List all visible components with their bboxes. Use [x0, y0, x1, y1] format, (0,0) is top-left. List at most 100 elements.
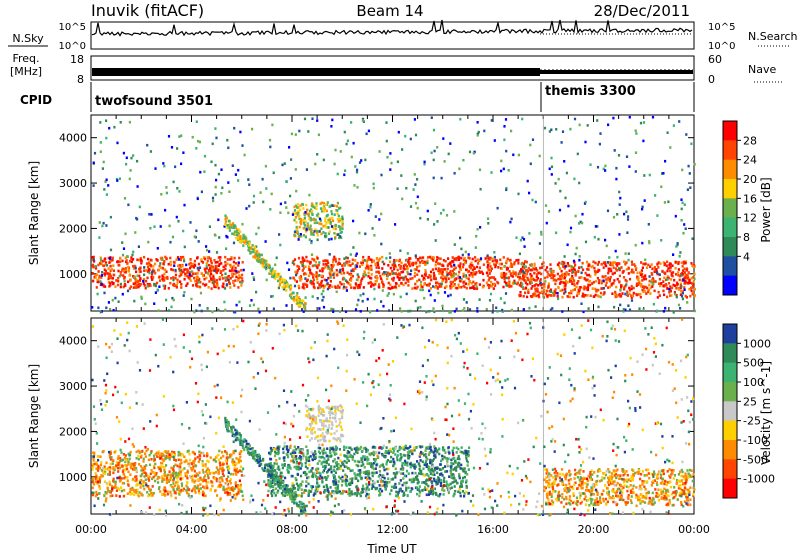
- range-gate-cell: [306, 278, 309, 282]
- range-gate-cell: [107, 275, 110, 278]
- range-gate-cell: [566, 295, 569, 298]
- range-gate-cell: [596, 165, 600, 169]
- range-gate-cell: [239, 486, 242, 489]
- range-gate-cell: [316, 281, 319, 284]
- range-gate-cell: [151, 494, 154, 497]
- range-gate-cell: [133, 468, 136, 471]
- range-gate-cell: [119, 285, 122, 289]
- range-gate-cell: [680, 274, 683, 277]
- range-gate-cell: [344, 310, 348, 313]
- range-gate-cell: [327, 455, 330, 458]
- range-gate-cell: [579, 286, 582, 289]
- range-gate-cell: [429, 468, 432, 472]
- range-gate-cell: [163, 466, 166, 469]
- range-gate-cell: [677, 268, 680, 271]
- range-gate-cell: [174, 463, 177, 467]
- range-gate-cell: [385, 451, 389, 455]
- range-gate-cell: [136, 493, 139, 496]
- range-gate-cell: [202, 256, 206, 259]
- range-gate-cell: [239, 451, 242, 455]
- range-gate-cell: [205, 481, 208, 484]
- range-gate-cell: [364, 446, 367, 450]
- range-gate-cell: [214, 185, 217, 189]
- range-gate-cell: [633, 263, 636, 266]
- range-gate-cell: [669, 294, 672, 297]
- range-gate-cell: [156, 288, 159, 292]
- range-gate-cell: [683, 223, 686, 226]
- range-gate-cell: [651, 285, 654, 288]
- range-gate-cell: [648, 173, 651, 177]
- range-gate-cell: [162, 454, 165, 457]
- range-gate-cell: [151, 270, 154, 274]
- range-gate-cell: [615, 262, 618, 265]
- range-gate-cell: [172, 180, 175, 184]
- range-gate-cell: [149, 472, 152, 475]
- range-gate-cell: [673, 291, 676, 294]
- range-gate-cell: [210, 259, 213, 263]
- range-gate-cell: [614, 292, 617, 295]
- range-gate-cell: [634, 264, 637, 268]
- range-gate-cell: [443, 291, 447, 294]
- range-gate-cell: [287, 268, 291, 271]
- range-gate-cell: [179, 490, 182, 493]
- range-gate-cell: [297, 238, 300, 241]
- range-gate-cell: [132, 265, 135, 268]
- range-gate-cell: [161, 477, 164, 481]
- range-gate-cell: [639, 285, 643, 288]
- range-gate-cell: [346, 450, 349, 453]
- range-gate-cell: [324, 451, 327, 455]
- range-gate-cell: [138, 258, 141, 262]
- range-gate-cell: [220, 456, 223, 460]
- range-gate-cell: [464, 259, 468, 263]
- range-gate-cell: [293, 299, 296, 303]
- range-gate-cell: [429, 487, 433, 491]
- range-gate-cell: [304, 461, 307, 465]
- range-gate-cell: [170, 452, 173, 455]
- range-gate-cell: [335, 286, 338, 289]
- range-gate-cell: [230, 272, 234, 276]
- range-gate-cell: [686, 301, 689, 304]
- range-gate-cell: [123, 280, 126, 283]
- y-tick-label: 4000: [59, 132, 87, 145]
- range-gate-cell: [431, 489, 434, 493]
- range-gate-cell: [296, 210, 299, 213]
- range-gate-cell: [239, 280, 242, 284]
- range-gate-cell: [123, 463, 126, 467]
- range-gate-cell: [122, 274, 125, 277]
- range-gate-cell: [378, 150, 381, 153]
- range-gate-cell: [396, 268, 399, 272]
- range-gate-cell: [260, 258, 263, 261]
- range-gate-cell: [121, 253, 125, 257]
- range-gate-cell: [409, 257, 412, 260]
- range-gate-cell: [310, 230, 313, 234]
- range-gate-cell: [311, 117, 314, 120]
- range-gate-cell: [124, 284, 127, 287]
- range-gate-cell: [673, 284, 677, 287]
- range-gate-cell: [391, 277, 394, 281]
- range-gate-cell: [505, 260, 508, 263]
- range-gate-cell: [464, 274, 467, 278]
- range-gate-cell: [578, 276, 581, 279]
- range-gate-cell: [303, 224, 306, 227]
- range-gate-cell: [175, 284, 178, 287]
- range-gate-cell: [185, 274, 189, 278]
- range-gate-cell: [609, 261, 612, 264]
- range-gate-cell: [428, 491, 431, 494]
- range-gate-cell: [604, 284, 607, 287]
- range-gate-cell: [135, 284, 138, 287]
- range-gate-cell: [317, 263, 320, 267]
- range-gate-cell: [105, 193, 108, 196]
- range-gate-cell: [347, 492, 350, 496]
- range-gate-cell: [126, 261, 129, 265]
- range-gate-cell: [358, 492, 361, 496]
- range-gate-cell: [274, 277, 277, 280]
- range-gate-cell: [339, 150, 342, 153]
- range-gate-cell: [322, 231, 325, 234]
- range-gate-cell: [97, 465, 100, 469]
- range-gate-cell: [333, 458, 336, 461]
- range-gate-cell: [126, 467, 129, 471]
- range-gate-cell: [390, 489, 393, 492]
- range-gate-cell: [176, 483, 179, 487]
- range-gate-cell: [184, 272, 187, 276]
- range-gate-cell: [296, 271, 299, 274]
